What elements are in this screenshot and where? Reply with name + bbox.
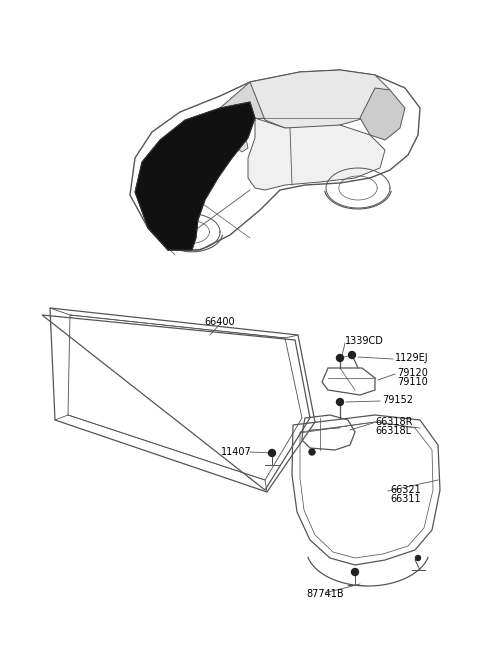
- Text: 79152: 79152: [382, 395, 413, 405]
- Polygon shape: [135, 102, 255, 250]
- Text: 66400: 66400: [204, 317, 235, 327]
- Circle shape: [416, 555, 420, 561]
- Text: 66318L: 66318L: [375, 426, 411, 436]
- Polygon shape: [237, 138, 248, 152]
- Polygon shape: [248, 118, 385, 190]
- Polygon shape: [250, 70, 390, 130]
- Circle shape: [309, 449, 315, 455]
- Circle shape: [336, 354, 344, 362]
- Polygon shape: [360, 88, 405, 140]
- Circle shape: [268, 449, 276, 457]
- Text: 1129EJ: 1129EJ: [395, 353, 429, 363]
- Text: 66318R: 66318R: [375, 417, 412, 427]
- Text: 79110: 79110: [397, 377, 428, 387]
- Polygon shape: [220, 76, 310, 120]
- Text: 11407: 11407: [221, 447, 252, 457]
- Circle shape: [336, 398, 344, 405]
- Text: 1339CD: 1339CD: [345, 336, 384, 346]
- Circle shape: [348, 352, 356, 358]
- Circle shape: [351, 569, 359, 576]
- Text: 66321: 66321: [390, 485, 421, 495]
- Text: 79120: 79120: [397, 368, 428, 378]
- Text: 87741B: 87741B: [306, 589, 344, 599]
- Text: 66311: 66311: [390, 494, 420, 504]
